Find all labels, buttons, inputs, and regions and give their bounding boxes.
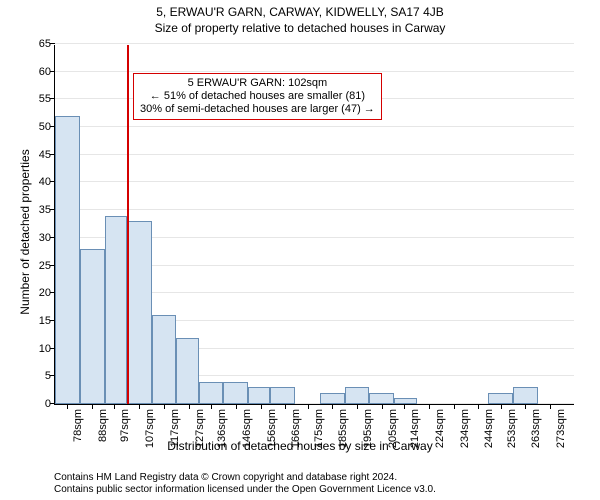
x-tick-mark <box>525 404 526 409</box>
histogram-bar <box>248 387 270 404</box>
x-tick-mark <box>261 404 262 409</box>
histogram-bar <box>369 393 394 404</box>
histogram-bar <box>223 382 248 404</box>
attribution-line-2: Contains public sector information licen… <box>54 484 436 496</box>
histogram-bar <box>176 338 198 404</box>
x-tick-mark <box>429 404 430 409</box>
y-tick-label: 45 <box>39 149 51 161</box>
property-callout: 5 ERWAU'R GARN: 102sqm ← 51% of detached… <box>133 73 382 121</box>
y-tick-mark <box>50 43 55 44</box>
x-tick-mark <box>454 404 455 409</box>
y-tick-label: 25 <box>39 260 51 272</box>
histogram-bar <box>320 393 345 404</box>
histogram-bar <box>513 387 538 404</box>
histogram-bar <box>127 221 152 404</box>
chart-title: 5, ERWAU'R GARN, CARWAY, KIDWELLY, SA17 … <box>0 6 600 19</box>
y-tick-label: 35 <box>39 204 51 216</box>
attribution-line-1: Contains HM Land Registry data © Crown c… <box>54 472 436 484</box>
histogram-bar <box>394 398 416 404</box>
y-tick-label: 20 <box>39 287 51 299</box>
y-tick-label: 60 <box>39 66 51 78</box>
histogram-bar <box>152 315 177 404</box>
callout-line-1: 5 ERWAU'R GARN: 102sqm <box>140 77 375 90</box>
y-tick-label: 40 <box>39 176 51 188</box>
histogram-bar <box>270 387 295 404</box>
callout-line-2: ← 51% of detached houses are smaller (81… <box>140 90 375 103</box>
x-tick-mark <box>357 404 358 409</box>
y-tick-label: 0 <box>45 398 51 410</box>
x-tick-mark <box>67 404 68 409</box>
y-tick-label: 50 <box>39 121 51 133</box>
callout-line-3: 30% of semi-detached houses are larger (… <box>140 103 375 116</box>
y-tick-label: 5 <box>45 370 51 382</box>
x-tick-mark <box>92 404 93 409</box>
gridline <box>55 126 574 127</box>
y-tick-label: 55 <box>39 93 51 105</box>
attribution-text: Contains HM Land Registry data © Crown c… <box>54 472 436 496</box>
x-tick-mark <box>308 404 309 409</box>
x-tick-mark <box>382 404 383 409</box>
y-tick-label: 30 <box>39 232 51 244</box>
x-tick-mark <box>114 404 115 409</box>
x-tick-mark <box>478 404 479 409</box>
gridline <box>55 154 574 155</box>
x-tick-mark <box>189 404 190 409</box>
histogram-bar <box>105 216 127 404</box>
histogram-bar <box>345 387 370 404</box>
y-tick-mark <box>50 71 55 72</box>
x-axis-label: Distribution of detached houses by size … <box>0 439 600 453</box>
x-tick-mark <box>139 404 140 409</box>
chart-plot-area: 0510152025303540455055606578sqm88sqm97sq… <box>54 45 574 405</box>
x-tick-mark <box>332 404 333 409</box>
x-tick-mark <box>164 404 165 409</box>
gridline <box>55 71 574 72</box>
y-tick-label: 10 <box>39 343 51 355</box>
y-tick-mark <box>50 98 55 99</box>
gridline <box>55 43 574 44</box>
x-tick-mark <box>501 404 502 409</box>
gridline <box>55 181 574 182</box>
gridline <box>55 209 574 210</box>
x-tick-mark <box>550 404 551 409</box>
y-axis-label: Number of detached properties <box>18 52 32 412</box>
chart-subtitle: Size of property relative to detached ho… <box>0 22 600 35</box>
x-tick-mark <box>236 404 237 409</box>
x-tick-mark <box>211 404 212 409</box>
histogram-bar <box>55 116 80 404</box>
y-tick-label: 65 <box>39 38 51 50</box>
histogram-bar <box>488 393 513 404</box>
property-marker-line <box>127 45 129 404</box>
x-tick-mark <box>404 404 405 409</box>
histogram-bar <box>80 249 105 404</box>
x-tick-mark <box>285 404 286 409</box>
y-tick-label: 15 <box>39 315 51 327</box>
histogram-bar <box>199 382 224 404</box>
